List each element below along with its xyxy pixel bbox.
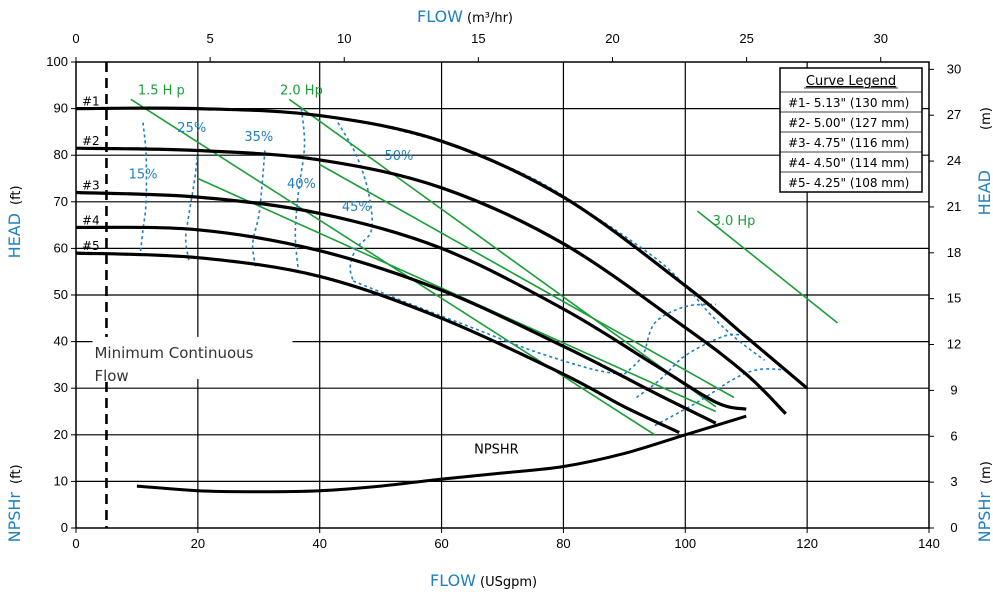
x-top-tick-label: 5: [207, 31, 214, 46]
impeller-label-1: #1: [82, 95, 100, 109]
impeller-label-2: #2: [82, 134, 100, 148]
efficiency-line-1: [184, 150, 199, 261]
y-left-head-title: HEAD: [5, 213, 24, 258]
y-left-npsh-title: NPSHr: [5, 492, 24, 543]
y-left-tick-label: 90: [54, 101, 68, 116]
y-left-head-unit: (ft): [9, 185, 24, 205]
x-bottom-tick-label: 40: [312, 536, 326, 551]
hp-label-2: 3.0 Hp: [713, 214, 756, 229]
efficiency-line-5: [386, 126, 765, 361]
y-right-tick-label: 9: [950, 382, 957, 397]
legend-item: #3- 4.75" (116 mm): [788, 136, 909, 150]
y-right-npsh-title: NPSHr: [975, 492, 993, 543]
x-top-tick-label: 0: [72, 31, 79, 46]
y-left-tick-label: 50: [54, 287, 68, 302]
legend-item: #4- 4.50" (114 mm): [788, 156, 909, 170]
impeller-curve-5: [75, 251, 680, 434]
y-right-tick-label: 0: [950, 520, 957, 535]
y-left-tick-label: 60: [54, 240, 68, 255]
y-right-tick-label: 3: [950, 474, 957, 489]
legend-title: Curve Legend: [806, 74, 896, 89]
y-left-tick-label: 0: [61, 520, 68, 535]
y-right-tick-label: 21: [947, 199, 961, 214]
efficiency-label-4: 45%: [342, 200, 371, 215]
y-right-head-title: HEAD: [975, 170, 993, 215]
x-bottom-tick-label: 80: [556, 536, 570, 551]
series-layer: [75, 62, 839, 528]
npshr-curve: [136, 414, 747, 494]
efficiency-line-0: [139, 122, 148, 256]
x-bottom-tick-label: 20: [191, 536, 205, 551]
efficiency-line-6: [352, 280, 625, 375]
y-right-tick-label: 30: [947, 61, 961, 76]
efficiency-line-4: [337, 122, 374, 282]
hp-label-0: 1.5 H p: [138, 84, 185, 99]
min-flow-label-bg: [92, 336, 293, 379]
efficiency-line-2: [251, 150, 266, 268]
efficiency-line-8: [636, 333, 741, 399]
y-right-tick-label: 24: [947, 153, 961, 168]
npshr-label: NPSHR: [474, 442, 519, 457]
y-left-tick-label: 30: [54, 380, 68, 395]
legend-item: #1- 5.13" (130 mm): [788, 96, 909, 110]
impeller-curve-1: [75, 106, 809, 390]
x-bottom-tick-label: 60: [434, 536, 448, 551]
efficiency-label-2: 35%: [244, 130, 273, 145]
efficiency-label-0: 15%: [129, 168, 158, 183]
legend-box: [779, 67, 923, 193]
y-right-tick-label: 27: [947, 107, 961, 122]
efficiency-label-1: 25%: [177, 121, 206, 136]
min-flow-label-line2: Flow: [94, 367, 128, 385]
impeller-curve-2: [75, 146, 787, 415]
y-right-tick-label: 15: [947, 291, 961, 306]
impeller-label-3: #3: [82, 178, 100, 192]
y-right-tick-label: 6: [950, 428, 957, 443]
impeller-label-5: #5: [82, 239, 100, 253]
x-bottom-unit: (USgpm): [480, 575, 537, 590]
legend-item: #5- 4.25" (108 mm): [788, 176, 909, 190]
efficiency-line-7: [623, 303, 716, 375]
impeller-curve-3: [75, 190, 747, 411]
hp-line-2: [696, 210, 839, 324]
chart-legend: Curve Legend #1- 5.13" (130 mm) #2- 5.00" …: [779, 67, 923, 193]
y-left-npsh-unit: (ft): [9, 464, 24, 484]
y-left-tick-label: 70: [54, 194, 68, 209]
x-top-tick-label: 20: [605, 31, 619, 46]
efficiency-label-5: 50%: [384, 149, 413, 164]
hp-label-1: 2.0 Hp: [280, 84, 323, 99]
x-top-tick-label: 25: [739, 31, 753, 46]
x-bottom-tick-label: 140: [918, 536, 940, 551]
min-flow-label-line1: Minimum Continuous: [94, 344, 253, 362]
y-right-head-unit: (m): [979, 107, 993, 130]
x-top-tick-label: 30: [873, 31, 887, 46]
y-left-tick-label: 20: [54, 427, 68, 442]
y-left-tick-label: 80: [54, 147, 68, 162]
x-top-tick-label: 10: [337, 31, 351, 46]
impeller-curve-4: [75, 225, 717, 425]
hp-extra-line-1: [319, 163, 735, 399]
labels-layer: Minimum Continuous Flow NPSHR #1 #2 #3 #4 #5 15%…: [82, 84, 755, 458]
y-right-tick-label: 12: [947, 337, 961, 352]
x-bottom-tick-label: 0: [72, 536, 79, 551]
y-left-tick-label: 10: [54, 473, 68, 488]
efficiency-line-9: [654, 368, 783, 427]
y-right-npsh-unit: (m): [979, 461, 993, 484]
efficiency-label-3: 40%: [287, 177, 316, 192]
x-bottom-title: FLOW: [430, 571, 476, 590]
x-top-title: FLOW: [417, 7, 463, 26]
impeller-label-4: #4: [82, 213, 100, 227]
x-top-unit: (m³/hr): [467, 11, 513, 26]
y-left-tick-label: 40: [54, 334, 68, 349]
y-left-tick-label: 100: [46, 54, 68, 69]
x-bottom-tick-label: 100: [674, 536, 696, 551]
y-right-tick-label: 18: [947, 245, 961, 260]
legend-item: #2- 5.00" (127 mm): [788, 116, 909, 130]
x-top-tick-label: 15: [471, 31, 485, 46]
x-bottom-tick-label: 120: [796, 536, 818, 551]
